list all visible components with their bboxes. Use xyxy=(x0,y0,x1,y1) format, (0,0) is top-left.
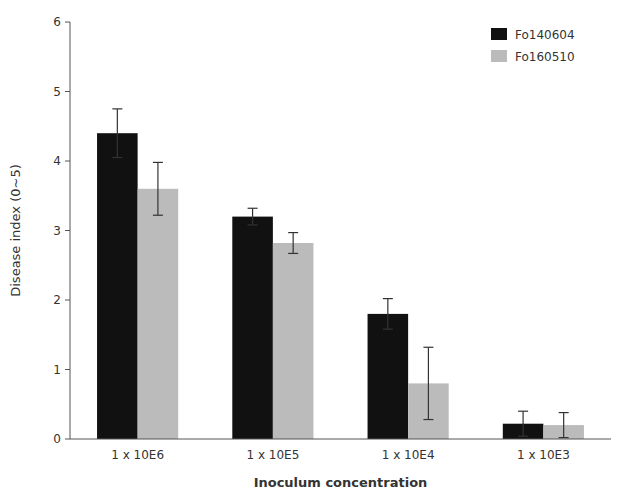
error-cap xyxy=(248,208,258,209)
error-line xyxy=(157,162,158,215)
error-line xyxy=(563,413,564,438)
error-cap xyxy=(153,215,163,216)
error-cap xyxy=(383,329,393,330)
error-bar xyxy=(288,233,298,254)
error-line xyxy=(428,347,429,419)
chart-container: 0123456Disease index (0~5)1 x 10E61 x 10… xyxy=(0,0,631,501)
y-tick-label: 4 xyxy=(53,154,61,168)
y-tick-label: 1 xyxy=(53,363,61,377)
error-cap xyxy=(248,224,258,225)
bar xyxy=(232,217,273,439)
error-line xyxy=(522,411,523,436)
y-tick-label: 5 xyxy=(53,85,61,99)
error-bar xyxy=(112,109,122,158)
error-cap xyxy=(423,419,433,420)
y-axis-label: Disease index (0~5) xyxy=(8,164,23,297)
x-axis-label: Inoculum concentration xyxy=(254,475,428,490)
error-cap xyxy=(153,162,163,163)
error-bar xyxy=(153,162,163,215)
y-tick-label: 0 xyxy=(53,432,61,446)
legend-swatch xyxy=(491,28,507,40)
error-cap xyxy=(423,347,433,348)
bar xyxy=(97,133,138,439)
y-tick xyxy=(65,91,70,92)
error-line xyxy=(252,208,253,225)
series xyxy=(138,162,584,439)
x-axis: 1 x 10E6 1 x 10E5 1 x 10E4 1 x 10E3 xyxy=(70,439,611,462)
bar xyxy=(368,314,409,439)
legend-label: Fo160510 xyxy=(515,50,575,64)
y-tick-label: 6 xyxy=(53,15,61,29)
x-tick-label: 1 x 10E6 xyxy=(111,448,164,462)
error-cap xyxy=(518,411,528,412)
error-cap xyxy=(112,157,122,158)
error-cap xyxy=(559,412,569,413)
legend-label: Fo140604 xyxy=(515,28,575,42)
error-bar xyxy=(518,411,528,436)
x-tick-label: 1 x 10E3 xyxy=(517,448,570,462)
series xyxy=(97,109,543,439)
y-tick-label: 2 xyxy=(53,293,61,307)
y-tick xyxy=(65,439,70,440)
y-tick xyxy=(65,300,70,301)
error-cap xyxy=(112,108,122,109)
error-bar xyxy=(559,413,569,438)
error-cap xyxy=(559,437,569,438)
y-axis: 0 1 2 3 4 5 6 xyxy=(53,15,70,446)
error-cap xyxy=(288,253,298,254)
y-tick-label: 3 xyxy=(53,224,61,238)
error-cap xyxy=(383,298,393,299)
y-tick xyxy=(65,22,70,23)
y-tick xyxy=(65,161,70,162)
chart-svg: 0123456Disease index (0~5)1 x 10E61 x 10… xyxy=(0,0,631,501)
legend-swatch xyxy=(491,50,507,62)
y-tick xyxy=(65,369,70,370)
error-line xyxy=(293,233,294,254)
x-tick-label: 1 x 10E5 xyxy=(246,448,299,462)
x-axis-line xyxy=(70,439,611,440)
error-line xyxy=(387,299,388,330)
legend: Fo140604 Fo160510 xyxy=(491,28,575,64)
error-bar xyxy=(423,347,433,419)
x-tick-label: 1 x 10E4 xyxy=(382,448,435,462)
plot-area xyxy=(97,109,584,439)
error-bar xyxy=(383,299,393,330)
y-tick xyxy=(65,230,70,231)
error-bar xyxy=(248,208,258,225)
error-cap xyxy=(518,436,528,437)
bar xyxy=(138,189,179,439)
error-line xyxy=(117,109,118,158)
error-cap xyxy=(288,232,298,233)
bar xyxy=(273,243,314,439)
